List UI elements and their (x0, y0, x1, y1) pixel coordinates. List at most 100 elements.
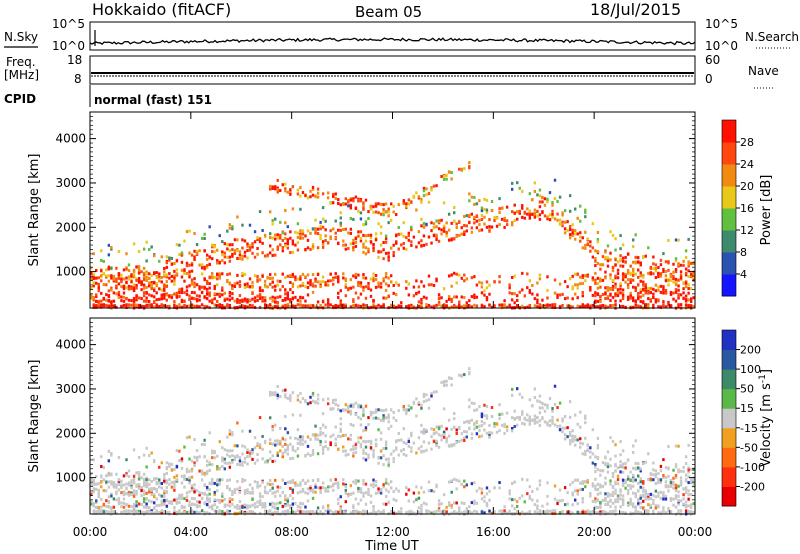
velocity-cell (679, 499, 683, 503)
velocity-cell (574, 498, 577, 502)
velocity-cell (263, 489, 267, 493)
power-cell (349, 305, 353, 309)
velocity-cell (205, 459, 209, 463)
velocity-cell (654, 469, 658, 473)
velocity-cell (153, 495, 156, 499)
power-cell (276, 295, 279, 299)
velocity-cell (127, 481, 131, 485)
velocity-cell (125, 503, 128, 507)
velocity-cell (465, 430, 469, 434)
power-cell (107, 267, 111, 271)
velocity-cell (594, 487, 597, 491)
velocity-cell (435, 485, 438, 489)
velocity-cell (488, 435, 491, 439)
power-cell (679, 276, 683, 280)
power-cell (228, 243, 232, 247)
velocity-cell (289, 457, 292, 461)
velocity-cell (140, 494, 143, 498)
velocity-cell (223, 467, 227, 471)
velocity-cell (228, 478, 232, 482)
power-cell (576, 304, 579, 308)
power-cell (639, 274, 642, 278)
velocity-cell (299, 442, 302, 446)
power-cell (568, 236, 572, 240)
velocity-cell (422, 395, 426, 399)
power-cell (397, 304, 400, 308)
velocity-cell (402, 406, 405, 410)
velocity-cell (352, 403, 355, 407)
power-cell (165, 280, 169, 284)
velocity-cell (619, 489, 622, 493)
power-cell (621, 272, 625, 276)
power-cell (631, 305, 635, 309)
velocity-cell (205, 470, 209, 474)
velocity-cell (145, 502, 148, 506)
power-cell (274, 185, 277, 189)
power-cell (115, 284, 118, 288)
velocity-cell (435, 483, 438, 487)
power-cell (218, 304, 221, 308)
power-cell (284, 189, 287, 193)
velocity-cell (175, 510, 179, 514)
velocity-cell (586, 480, 590, 484)
power-cell (180, 275, 184, 279)
velocity-cell (185, 477, 189, 481)
power-cell (689, 274, 693, 278)
velocity-cell (503, 511, 506, 515)
velocity-cell (208, 461, 211, 465)
power-cell (483, 305, 486, 309)
power-cell (195, 243, 199, 247)
velocity-cell (218, 510, 221, 514)
velocity-cell (521, 421, 524, 425)
power-cell (208, 276, 211, 280)
power-cell (586, 305, 590, 309)
velocity-cell (488, 433, 491, 437)
power-cell (652, 296, 655, 300)
velocity-cell (258, 416, 262, 420)
velocity-cell (400, 507, 403, 511)
velocity-cell (407, 510, 411, 514)
velocity-cell (420, 509, 423, 513)
power-cell (258, 305, 262, 309)
velocity-cell (90, 493, 93, 497)
velocity-cell (147, 490, 151, 494)
noise-right-tick-top: 10^5 (705, 17, 738, 31)
velocity-cell (153, 511, 156, 515)
velocity-cell (137, 477, 141, 481)
velocity-cell (447, 503, 451, 507)
power-cell (354, 272, 358, 276)
power-cell (137, 280, 141, 284)
power-cell (120, 304, 123, 308)
power-cell (566, 285, 569, 289)
velocity-cell (664, 497, 668, 501)
velocity-cell (233, 488, 237, 492)
power-cell (629, 278, 632, 282)
power-cell (533, 297, 537, 301)
power-cell (309, 283, 312, 287)
power-cell (241, 257, 244, 261)
velocity-cell (115, 498, 118, 502)
power-cell (503, 225, 506, 229)
velocity-cell (677, 494, 680, 498)
velocity-cell (354, 510, 358, 514)
power-cell (97, 299, 100, 303)
power-cell (198, 305, 201, 309)
power-cell (153, 289, 156, 293)
power-cell (218, 234, 221, 238)
power-cell (326, 279, 330, 283)
velocity-cell (127, 483, 131, 487)
power-cell (301, 232, 305, 236)
power-cell (190, 269, 194, 273)
power-cell (579, 219, 582, 223)
power-cell (243, 250, 247, 254)
power-cell (299, 304, 302, 308)
power-cell (533, 304, 537, 308)
velocity-cell (97, 511, 100, 515)
power-cell (352, 274, 355, 278)
power-cell (165, 261, 169, 265)
power-cell (478, 229, 481, 233)
velocity-cell (594, 477, 597, 481)
colorbar-tick-label: 8 (740, 246, 747, 259)
power-cell (684, 294, 688, 298)
power-cell (405, 305, 408, 309)
